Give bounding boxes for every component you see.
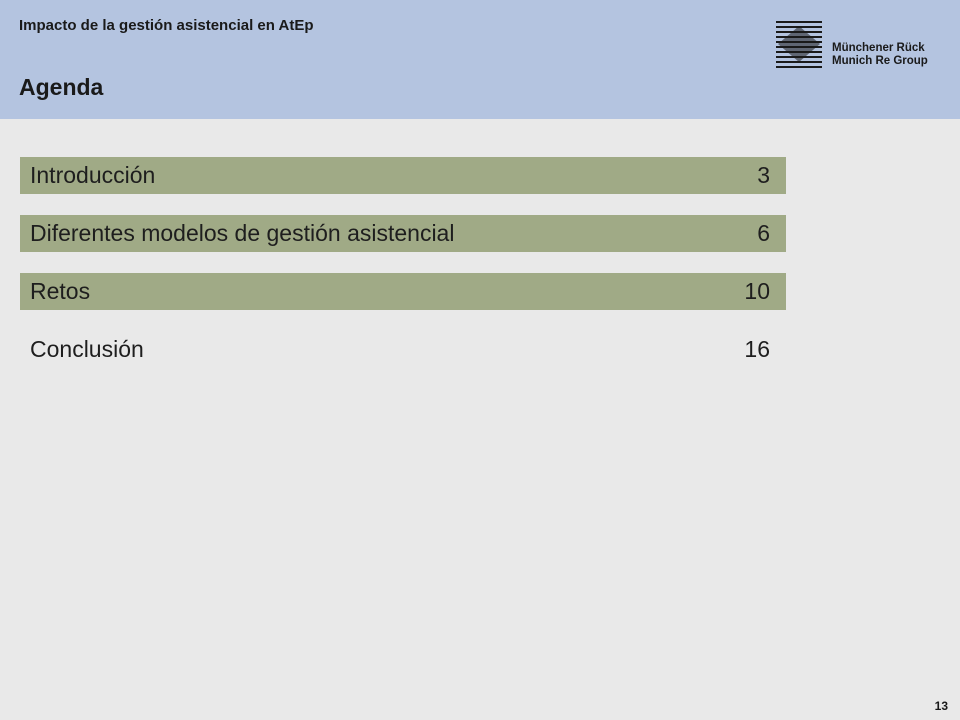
agenda-item-label: Retos xyxy=(30,278,91,304)
agenda-item-label: Conclusión xyxy=(30,336,144,362)
agenda-item-modelos[interactable]: Diferentes modelos de gestión asistencia… xyxy=(20,215,786,252)
presentation-subtitle: Impacto de la gestión asistencial en AtE… xyxy=(19,17,314,34)
agenda-item-page: 6 xyxy=(757,220,770,246)
logo-line-2: Munich Re Group xyxy=(832,55,928,67)
munich-re-logo-icon xyxy=(776,21,822,68)
agenda-item-page: 10 xyxy=(744,278,770,304)
page-number: 13 xyxy=(934,699,948,713)
page-title: Agenda xyxy=(19,74,104,100)
agenda-item-label: Diferentes modelos de gestión asistencia… xyxy=(30,220,455,246)
agenda-list: Introducción 3 Diferentes modelos de ges… xyxy=(20,157,786,389)
logo-text: Münchener Rück Munich Re Group xyxy=(832,42,928,68)
logo-line-1: Münchener Rück xyxy=(832,42,925,54)
agenda-item-retos[interactable]: Retos 10 xyxy=(20,273,786,310)
agenda-item-page: 16 xyxy=(744,336,770,362)
agenda-item-introduccion[interactable]: Introducción 3 xyxy=(20,157,786,194)
agenda-item-conclusion[interactable]: Conclusión 16 xyxy=(20,331,786,368)
company-logo: Münchener Rück Munich Re Group xyxy=(776,20,946,70)
agenda-item-page: 3 xyxy=(757,162,770,188)
header-band: Impacto de la gestión asistencial en AtE… xyxy=(0,0,960,119)
agenda-item-label: Introducción xyxy=(30,162,156,188)
